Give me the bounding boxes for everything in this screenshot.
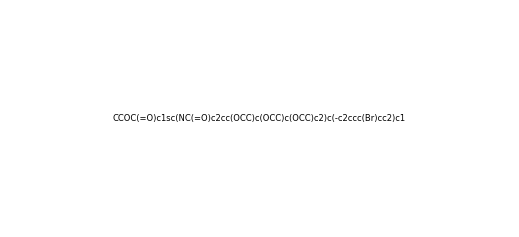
- Text: CCOC(=O)c1sc(NC(=O)c2cc(OCC)c(OCC)c(OCC)c2)c(-c2ccc(Br)cc2)c1: CCOC(=O)c1sc(NC(=O)c2cc(OCC)c(OCC)c(OCC)…: [113, 114, 406, 123]
